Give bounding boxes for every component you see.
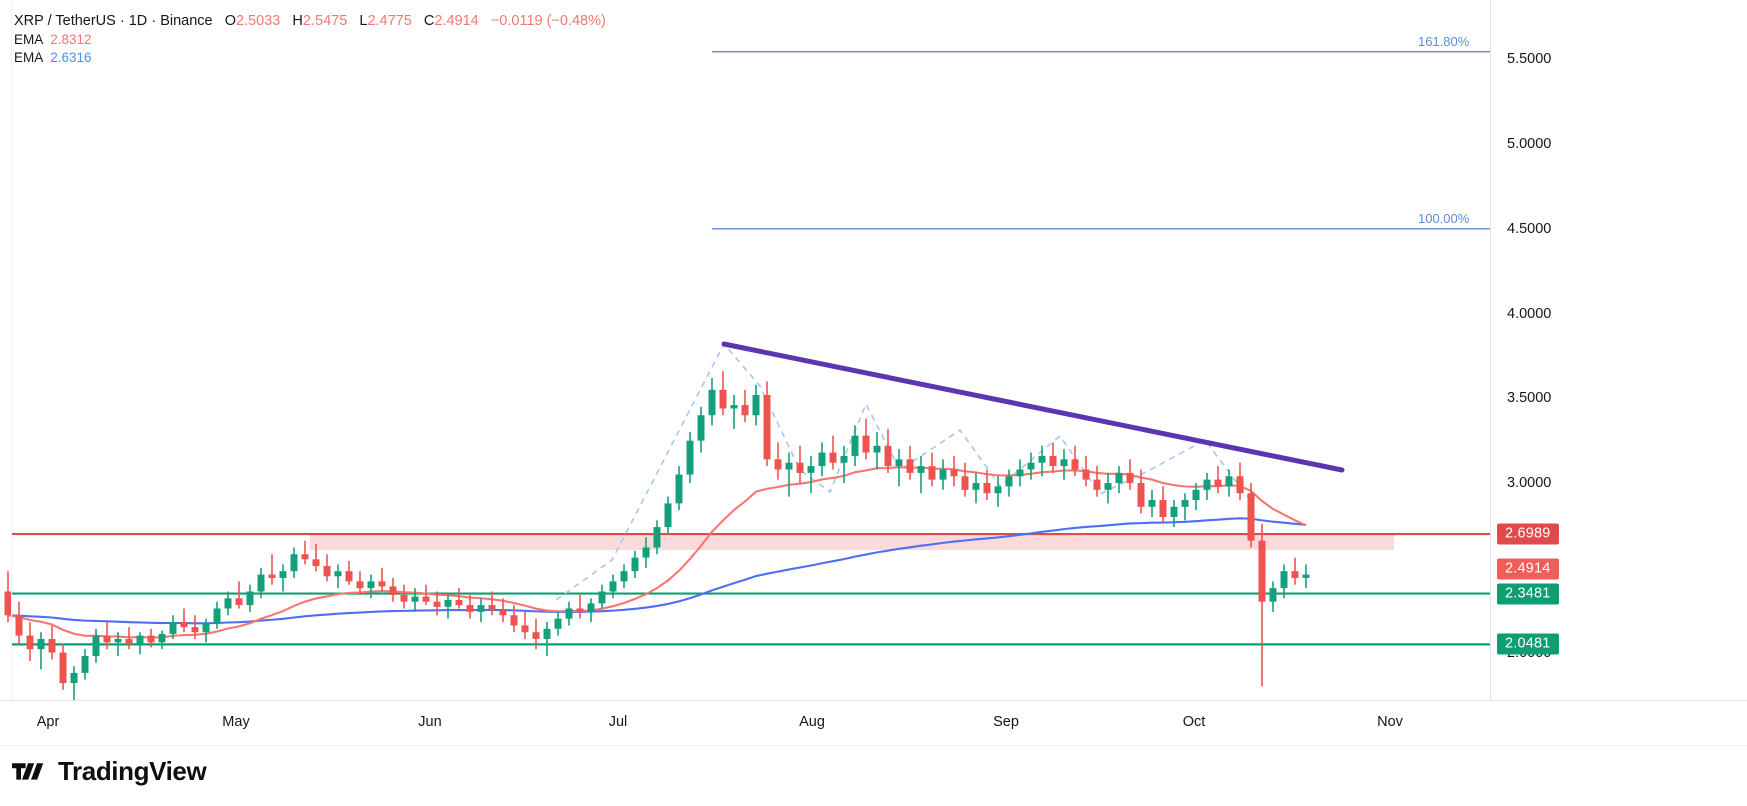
close-key: C	[423, 13, 435, 29]
price-badge-support[interactable]: 2.3481	[1497, 583, 1559, 605]
support-resistance-lines	[11, 532, 1490, 646]
legend-separator-2: ·	[151, 13, 157, 29]
ema-slow-value: 2.6316	[50, 50, 92, 65]
low-key: L	[359, 13, 368, 29]
symbol-ohlc-row: XRP / TetherUS · 1D · Binance O2.5033 H2…	[14, 12, 606, 31]
indicator-row-ema-slow[interactable]: EMA 2.6316	[14, 49, 606, 67]
time-tick-label: Sep	[993, 714, 1019, 730]
tradingview-mark-icon	[12, 763, 44, 780]
fib-level-label: 100.00%	[1418, 210, 1470, 226]
indicator-row-ema-fast[interactable]: EMA 2.8312	[14, 31, 606, 49]
price-badge-resistance[interactable]: 2.6989	[1497, 523, 1559, 545]
price-tick-label: 4.5000	[1507, 220, 1552, 237]
interval-label[interactable]: 1D	[128, 13, 148, 29]
legend-separator-1: ·	[119, 13, 125, 29]
descending-trendline	[721, 341, 1345, 473]
price-badge-support[interactable]: 2.0481	[1497, 633, 1559, 655]
resistance-zone	[310, 534, 1394, 550]
price-tick-label: 4.0000	[1507, 305, 1552, 322]
open-value: 2.5033	[235, 13, 281, 29]
fibonacci-levels	[712, 50, 1490, 230]
price-tick-label: 5.5000	[1507, 51, 1552, 68]
time-tick-label: Oct	[1182, 714, 1206, 730]
price-axis[interactable]: 5.50005.00004.50004.00003.50003.00002.50…	[1490, 0, 1747, 700]
tradingview-logo[interactable]: TradingView	[12, 756, 207, 787]
time-axis[interactable]: Apr May Jun Jul Aug Sep Oct Nov	[0, 700, 1747, 746]
ema-fast-line	[7, 466, 1307, 639]
price-tick-label: 3.0000	[1507, 475, 1552, 492]
ema-slow-line	[7, 517, 1307, 625]
low-value: 2.4775	[367, 13, 412, 29]
exchange-label[interactable]: Binance	[160, 13, 213, 29]
footer-bar: TradingView	[0, 746, 1747, 806]
plot-left-border	[11, 0, 12, 700]
time-tick-label: Apr	[36, 714, 60, 730]
ema-slow-label: EMA	[14, 50, 44, 65]
time-tick-label: Nov	[1377, 714, 1403, 730]
close-value: 2.4914	[434, 13, 479, 29]
time-tick-label: Jul	[608, 714, 628, 730]
ema-fast-label: EMA	[14, 32, 44, 47]
time-tick-label: Jun	[418, 714, 442, 730]
price-badge-last-price[interactable]: 2.4914	[1497, 558, 1559, 580]
high-key: H	[292, 13, 303, 29]
price-plot-area[interactable]: 161.80% 100.00%	[0, 0, 1490, 700]
tradingview-wordmark: TradingView	[58, 756, 207, 786]
price-chart-canvas	[4, 50, 1490, 700]
price-tick-label: 5.0000	[1507, 136, 1552, 153]
open-key: O	[224, 13, 236, 29]
fib-level-label: 161.80%	[1418, 33, 1470, 49]
time-tick-label: May	[222, 714, 250, 730]
ema-fast-value: 2.8312	[50, 32, 92, 47]
candlestick-series	[4, 371, 1310, 700]
high-value: 2.5475	[302, 13, 348, 29]
symbol-name[interactable]: XRP / TetherUS	[14, 13, 116, 29]
time-tick-label: Aug	[799, 714, 825, 730]
price-tick-label: 3.5000	[1507, 390, 1552, 407]
chart-legend: XRP / TetherUS · 1D · Binance O2.5033 H2…	[14, 12, 606, 67]
price-change: −0.0119 (−0.48%)	[490, 13, 606, 29]
